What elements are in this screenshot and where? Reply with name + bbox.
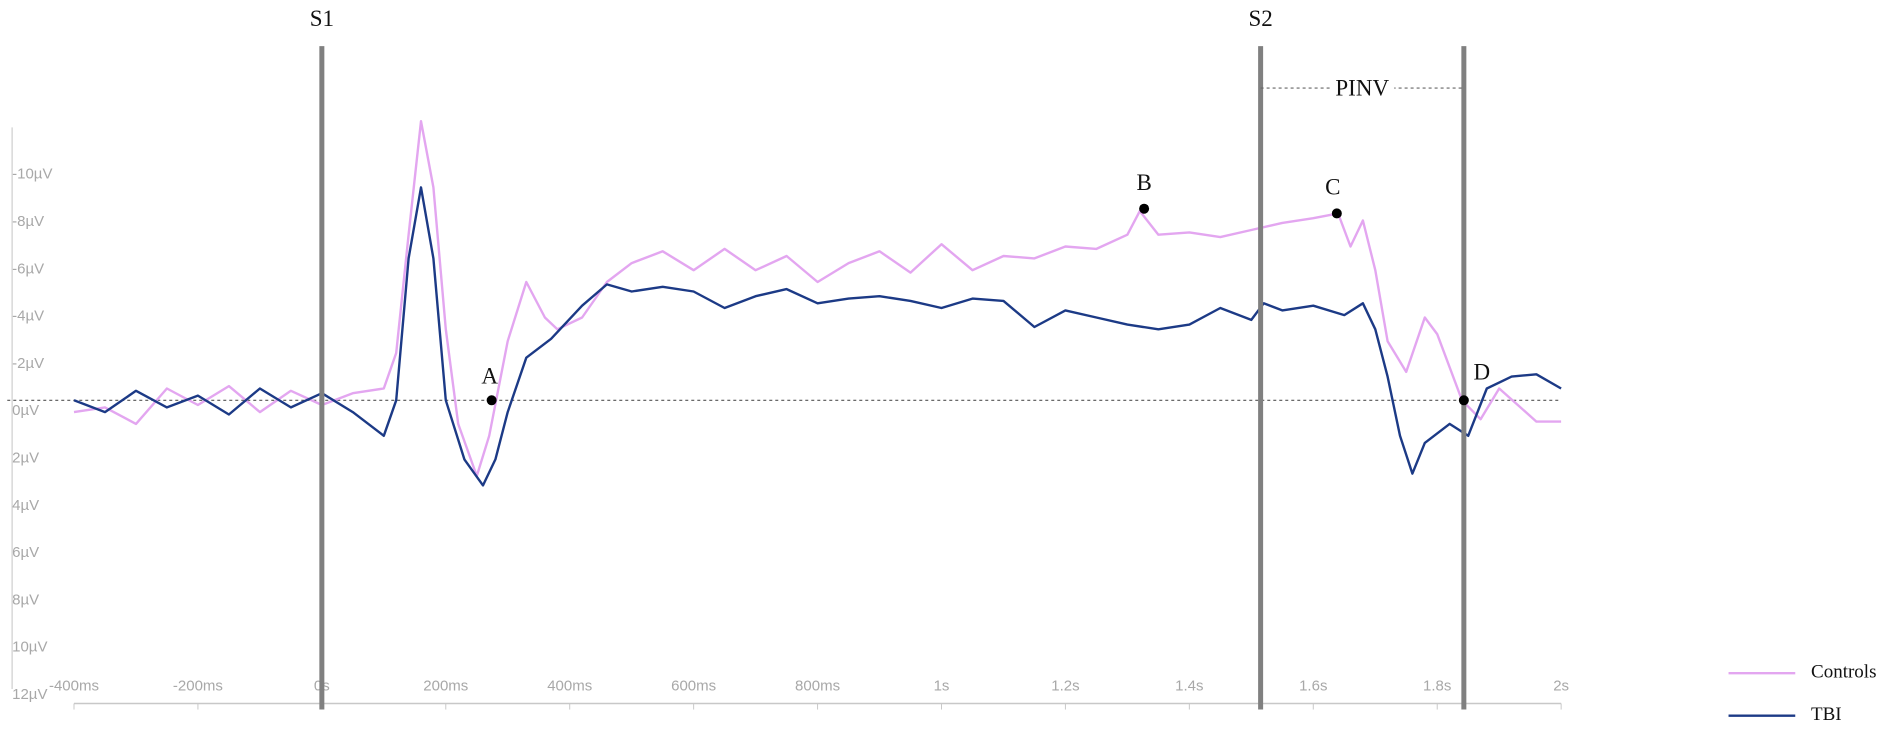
x-tick-label: 1.6s (1299, 678, 1327, 695)
x-tick-label: 1.4s (1175, 678, 1203, 695)
y-tick-label: -6µV (12, 260, 44, 277)
annotation-point (1139, 203, 1150, 214)
x-tick-label: 800ms (795, 678, 840, 695)
annotation-label: B (1136, 170, 1151, 195)
annotation-point (1331, 208, 1342, 219)
x-tick-label: 1.2s (1051, 678, 1079, 695)
y-tick-label: -8µV (12, 213, 44, 230)
x-tick-label: 1.8s (1423, 678, 1451, 695)
annotation-point (486, 395, 497, 406)
x-tick-label: 600ms (671, 678, 716, 695)
series-line (73, 186, 1562, 487)
x-tick-label: 1s (934, 678, 950, 695)
x-tick-label: 200ms (423, 678, 468, 695)
series-line (73, 120, 1562, 478)
y-tick-label: 6µV (12, 544, 39, 561)
x-tick-label: 2s (1553, 678, 1569, 695)
x-tick-label: -200ms (173, 678, 223, 695)
y-tick-label: 8µV (12, 591, 39, 608)
y-tick-label: 4µV (12, 497, 39, 514)
legend-label: TBI (1811, 704, 1842, 725)
event-label: S2 (1248, 6, 1272, 31)
y-tick-label: 10µV (12, 639, 47, 656)
x-tick-label: -400ms (49, 678, 99, 695)
span-label: PINV (1335, 75, 1389, 100)
annotation-point (1458, 395, 1469, 406)
y-tick-label: -10µV (12, 166, 52, 183)
y-tick-label: -2µV (12, 355, 44, 372)
y-tick-label: 0µV (12, 402, 39, 419)
annotation-label: C (1325, 175, 1340, 200)
span-label-bg (1330, 75, 1395, 102)
y-tick-label: 2µV (12, 449, 39, 466)
y-tick-label: 12µV (12, 686, 47, 703)
y-tick-label: -4µV (12, 308, 44, 325)
event-label: S1 (310, 6, 334, 31)
annotation-label: A (481, 364, 498, 389)
annotation-label: D (1474, 360, 1491, 385)
legend-label: Controls (1811, 662, 1876, 683)
x-tick-label: 400ms (547, 678, 592, 695)
